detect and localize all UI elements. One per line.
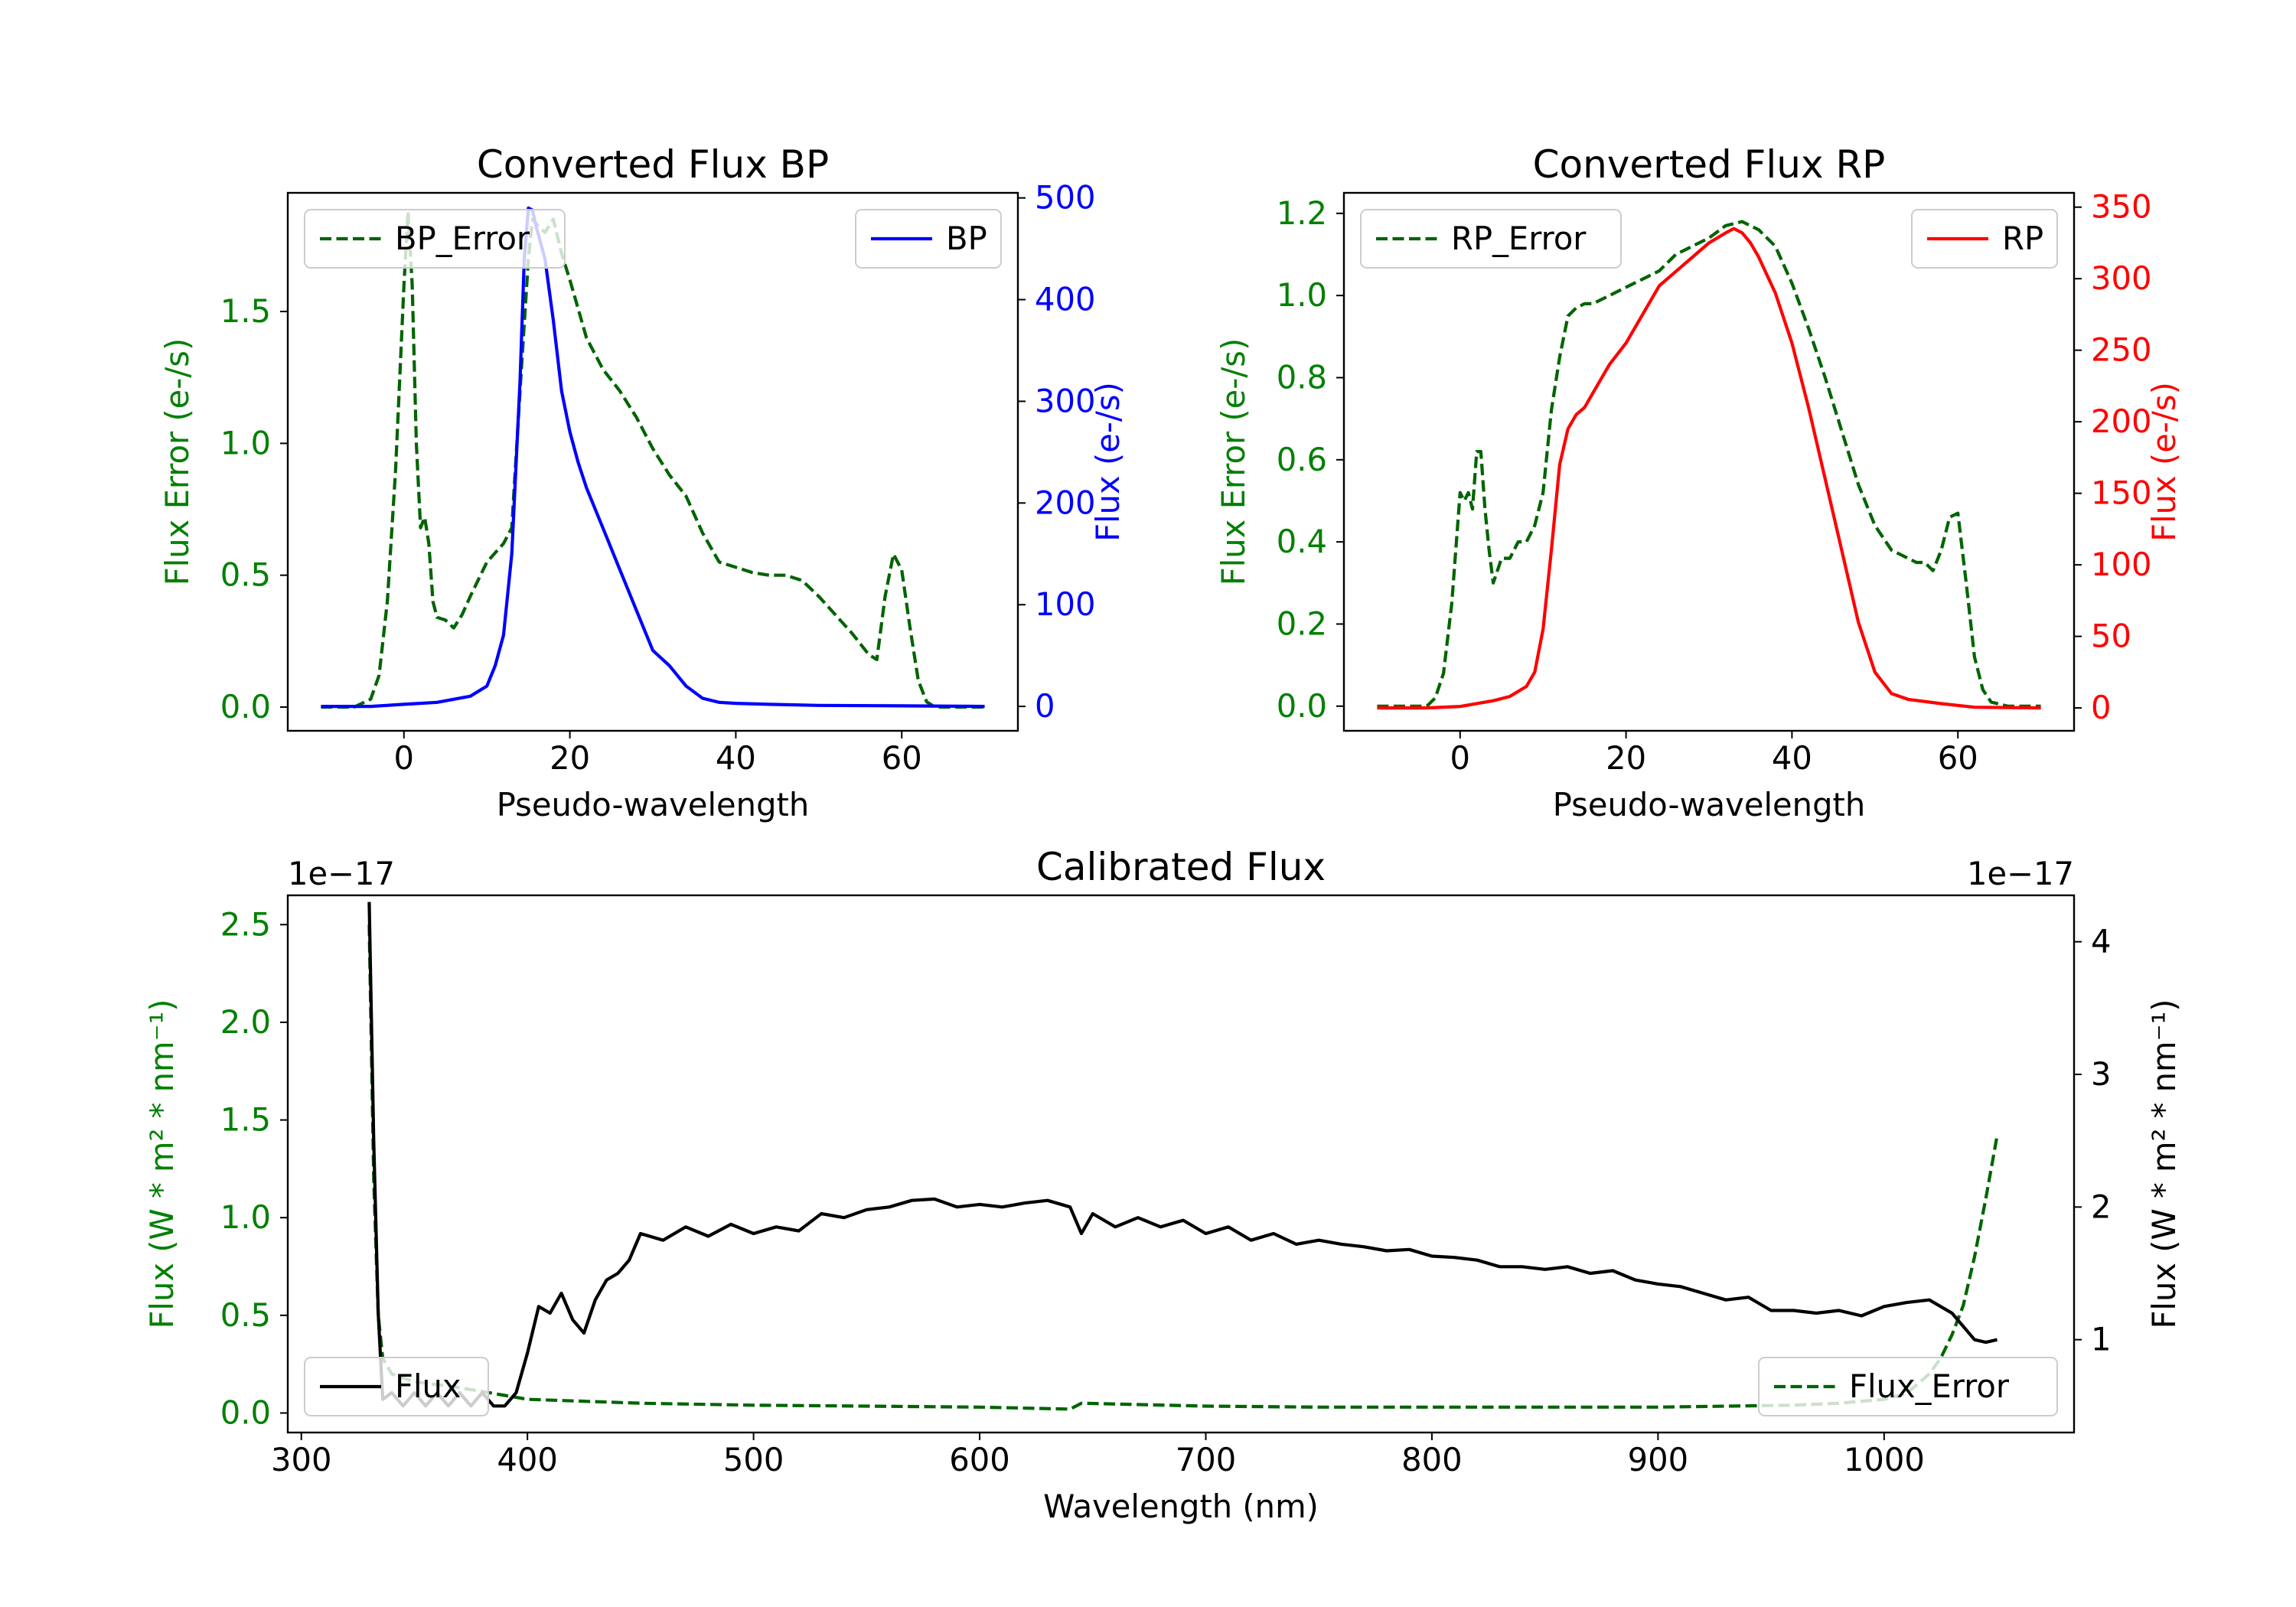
series-line-bp — [321, 206, 985, 709]
legend-box — [304, 1357, 489, 1416]
legend-bp: BP — [855, 209, 1003, 269]
x-tick-label: 600 — [949, 1441, 1010, 1478]
plot-frame — [286, 894, 2076, 1434]
y-left-offset-label: 1e−17 — [288, 855, 395, 892]
legend-flux-error: Flux_Error — [1758, 1357, 2059, 1416]
y-right-tick-label: 200 — [2091, 403, 2152, 440]
y-right-axis-label: Flux (W * m² * nm⁻¹) — [2145, 999, 2183, 1328]
rp-panel: 0 20 40 60 0.0 0.2 0.4 0.6 0.8 1.0 1.2 0 50 100 150 200… — [1215, 142, 2183, 823]
y-right-tick-label: 300 — [2091, 259, 2152, 297]
x-axis-label: Pseudo-wavelength — [497, 786, 810, 823]
chart-title: Converted Flux BP — [477, 142, 829, 187]
chart-title: Converted Flux RP — [1533, 142, 1886, 187]
y-left-tick-label: 0.4 — [1277, 523, 1327, 560]
y-left-tick-label: 1.2 — [1277, 194, 1327, 232]
series-line-flux-error — [367, 924, 1999, 1411]
y-left-tick-label: 0.0 — [220, 1393, 271, 1431]
x-tick-label: 20 — [550, 739, 590, 777]
y-left-tick-label: 1.0 — [220, 424, 271, 461]
plot-frame — [1342, 191, 2076, 732]
y-right-axis-label: Flux (e-/s) — [1089, 382, 1127, 542]
y-right-tick-label: 500 — [1035, 179, 1096, 217]
y-right-tick-label: 4 — [2091, 923, 2112, 960]
legend-rp-error: RP_Error — [1360, 209, 1622, 269]
series-line-rp — [1377, 227, 2041, 710]
y-right-tick-label: 50 — [2091, 618, 2131, 655]
series-line-bp-error — [321, 210, 985, 709]
y-left-tick-label: 2.0 — [220, 1003, 271, 1041]
y-right-tick-label: 3 — [2091, 1055, 2112, 1093]
y-left-tick-label: 0.5 — [220, 556, 271, 594]
x-tick-label: 60 — [882, 739, 922, 777]
legend-label: BP_Error — [395, 220, 530, 257]
y-left-tick-label: 0.6 — [1277, 441, 1327, 478]
x-tick-label: 1000 — [1844, 1441, 1925, 1478]
y-right-tick-label: 0 — [2091, 689, 2112, 726]
y-right-axis-label: Flux (e-/s) — [2145, 382, 2183, 542]
x-tick-label: 300 — [271, 1441, 332, 1478]
y-left-tick-label: 1.0 — [1277, 276, 1327, 314]
y-left-axis-label: Flux Error (e-/s) — [1215, 338, 1252, 586]
y-left-tick-label: 0.2 — [1277, 605, 1327, 642]
y-left-tick-label: 0.0 — [1277, 687, 1327, 725]
y-left-tick-label: 2.5 — [220, 905, 271, 943]
x-tick-label: 40 — [716, 739, 756, 777]
y-right-tick-label: 150 — [2091, 474, 2152, 512]
series-line-rp-error — [1377, 220, 2041, 708]
x-tick-label: 0 — [1450, 739, 1471, 777]
y-right-tick-label: 300 — [1035, 382, 1096, 419]
y-right-tick-label: 250 — [2091, 331, 2152, 369]
y-right-offset-label: 1e−17 — [1967, 855, 2074, 892]
y-left-tick-label: 1.5 — [220, 292, 271, 330]
x-tick-label: 400 — [497, 1441, 558, 1478]
y-right-tick-label: 2 — [2091, 1188, 2112, 1225]
y-right-tick-label: 100 — [2091, 546, 2152, 583]
y-right-tick-label: 350 — [2091, 188, 2152, 226]
legend-rp: RP — [1911, 209, 2059, 269]
x-tick-label: 900 — [1628, 1441, 1689, 1478]
calibrated-panel: 300 400 500 600 700 800 900 1000 0.0 0.5 1.0 1.5 2.0… — [143, 845, 2183, 1525]
bp-panel: 0 20 40 60 0.0 0.5 1.0 1.5 0 100 200 300 400 500 Conve… — [158, 142, 1127, 823]
x-tick-label: 0 — [394, 739, 415, 777]
y-right-tick-label: 200 — [1035, 484, 1096, 521]
x-tick-label: 500 — [723, 1441, 784, 1478]
y-left-axis-label: Flux (W * m² * nm⁻¹) — [143, 999, 181, 1328]
y-right-tick-label: 0 — [1035, 687, 1055, 725]
legend-box — [1360, 209, 1622, 269]
x-tick-label: 60 — [1938, 739, 1978, 777]
series-line-flux — [367, 901, 1998, 1408]
legend-bp-error: BP_Error — [304, 209, 566, 269]
y-left-axis-label: Flux Error (e-/s) — [158, 338, 196, 586]
legend-box — [1758, 1357, 2059, 1416]
x-tick-label: 700 — [1176, 1441, 1237, 1478]
y-right-tick-label: 100 — [1035, 585, 1096, 623]
legend-label: Flux_Error — [1849, 1367, 2010, 1405]
x-axis-label: Pseudo-wavelength — [1553, 786, 1866, 823]
legend-flux: Flux — [304, 1357, 489, 1416]
x-tick-label: 20 — [1606, 739, 1646, 777]
chart-title: Calibrated Flux — [1036, 845, 1326, 889]
y-left-tick-label: 0.8 — [1277, 358, 1327, 396]
legend-label: RP — [2002, 220, 2043, 257]
y-left-tick-label: 0.0 — [220, 688, 271, 725]
y-left-tick-label: 0.5 — [220, 1296, 271, 1334]
y-left-tick-label: 1.0 — [220, 1198, 271, 1236]
y-left-tick-label: 1.5 — [220, 1101, 271, 1139]
x-tick-label: 40 — [1772, 739, 1812, 777]
x-tick-label: 800 — [1401, 1441, 1463, 1478]
legend-label: Flux — [395, 1367, 461, 1405]
legend-box — [304, 209, 566, 269]
legend-label: BP — [946, 220, 987, 257]
y-right-tick-label: 400 — [1035, 281, 1096, 318]
y-right-tick-label: 1 — [2091, 1321, 2112, 1358]
x-axis-label: Wavelength (nm) — [1043, 1488, 1319, 1525]
plot-frame — [286, 191, 1019, 732]
legend-label: RP_Error — [1451, 220, 1587, 257]
